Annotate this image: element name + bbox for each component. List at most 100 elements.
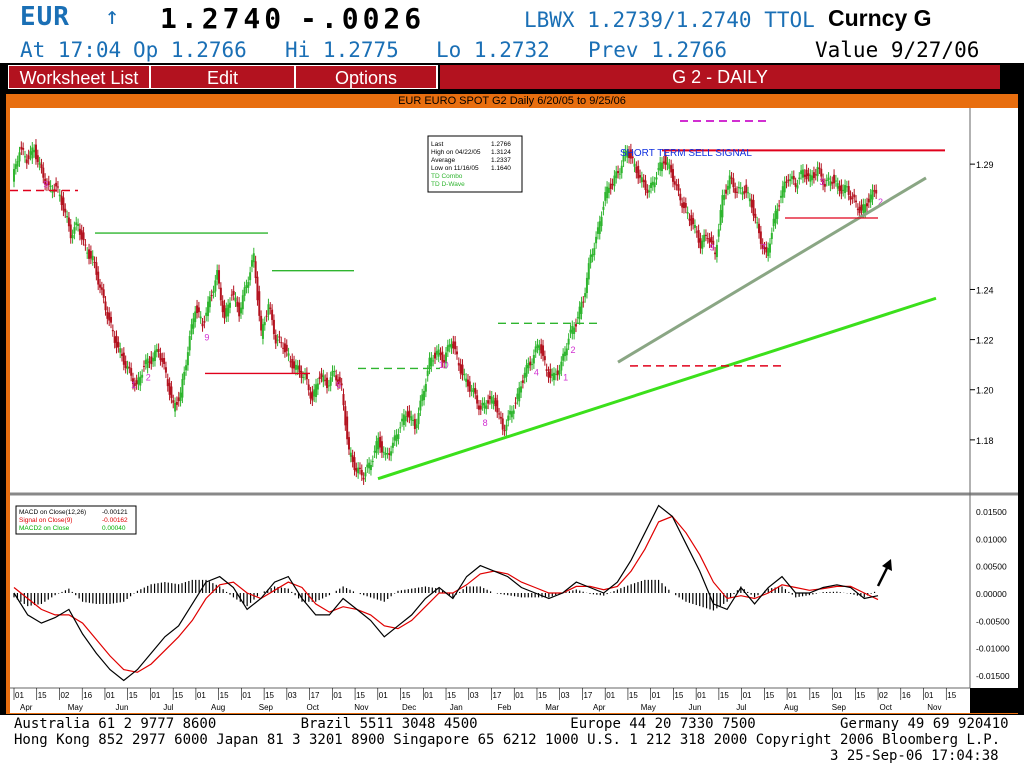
time-axis-month: Apr (20, 703, 33, 712)
candle-body (499, 416, 502, 419)
candle-body (582, 301, 585, 303)
time-axis-day: 15 (220, 691, 229, 700)
chart-plot-area[interactable]: 9 1 2 9 6 10 8 4 1 2 9 7 3 2 1.29 1.24 1.22 1.20 1.18 0.01… (10, 108, 1018, 713)
candle-body (851, 197, 854, 199)
time-axis-month: Jun (116, 703, 129, 712)
candle-body (792, 175, 795, 180)
candle-body (620, 165, 623, 174)
td-count-label: 7 (761, 242, 766, 252)
candle-body (801, 169, 804, 178)
candle-body (648, 190, 651, 193)
candle-body (498, 413, 501, 415)
time-axis-day: 01 (106, 691, 115, 700)
macd-legend-label: Signal on Close(9) (19, 517, 72, 524)
candle-body (208, 296, 211, 308)
candle-body (326, 377, 329, 389)
candle-body (527, 363, 530, 369)
candle-body (342, 394, 345, 406)
candle-body (435, 350, 438, 355)
candle-body (104, 301, 107, 311)
candle-body (397, 434, 400, 439)
td-count-label: 10 (439, 360, 449, 370)
candle-body (265, 315, 268, 317)
candle-body (241, 295, 244, 310)
candle-body (261, 324, 264, 339)
candle-body (93, 261, 96, 263)
candle-body (33, 149, 36, 153)
candle-body (618, 173, 621, 175)
price-axis-label: 1.24 (976, 285, 994, 295)
candle-body (364, 472, 367, 477)
td-count-label: 2 (146, 373, 151, 383)
edit-menu-button[interactable]: Edit (150, 65, 295, 89)
main-support-trendline[interactable] (377, 296, 937, 481)
candle-body (368, 462, 371, 469)
candle-body (692, 218, 695, 224)
candle-body (567, 338, 570, 345)
candle-body (142, 365, 145, 367)
candle-body (77, 224, 80, 226)
candle-body (496, 400, 499, 413)
candle-body (796, 185, 799, 189)
candle-body (606, 186, 609, 199)
candle-body (719, 210, 722, 226)
ticker-symbol[interactable]: EUR (20, 2, 70, 32)
candle-body (311, 391, 314, 401)
candle-body (492, 400, 495, 404)
candle-body (146, 358, 149, 368)
candle-body (417, 412, 420, 425)
candle-body (163, 358, 166, 365)
candle-body (267, 304, 270, 315)
short-support-trendline[interactable] (617, 176, 927, 364)
time-axis-day: 15 (356, 691, 365, 700)
td-count-label: 9 (43, 180, 48, 190)
candle-body (278, 336, 281, 338)
open-price: Op 1.2766 (133, 38, 247, 62)
quote-details (0, 36, 1024, 63)
candle-body (807, 173, 810, 177)
time-axis-day: 17 (583, 691, 592, 700)
candle-body (607, 187, 610, 193)
candle-body (441, 351, 444, 362)
candle-body (553, 372, 555, 381)
candle-body (626, 150, 629, 158)
candle-body (743, 191, 746, 194)
candle-body (812, 172, 815, 179)
options-menu-button[interactable]: Options (295, 65, 438, 89)
candle-body (324, 379, 327, 381)
candle-body (602, 206, 605, 210)
candle-body (51, 190, 54, 193)
time-axis-day: 01 (925, 691, 934, 700)
candle-body (62, 197, 65, 211)
worksheet-list-button[interactable]: Worksheet List (8, 65, 150, 89)
candle-body (172, 400, 175, 403)
candle-body (490, 396, 493, 404)
candle-body (135, 380, 138, 385)
footer-timestamp: 3 25-Sep-06 17:04:38 (830, 748, 999, 764)
candle-body (715, 244, 718, 258)
candle-body (717, 229, 720, 237)
candle-body (756, 222, 759, 224)
high-price: Hi 1.2775 (285, 38, 399, 62)
candle-body (459, 364, 462, 374)
candle-body (831, 182, 834, 184)
candle-body (822, 179, 825, 185)
candle-body (327, 385, 330, 387)
candle-body (531, 363, 534, 365)
time-axis-day: 03 (470, 691, 479, 700)
macd-line[interactable] (13, 504, 879, 682)
candle-body (639, 175, 642, 178)
candle-body (249, 272, 252, 281)
td-count-label: 2 (878, 197, 883, 207)
candle-body (509, 410, 512, 415)
candle-body (450, 343, 453, 349)
candle-body (254, 261, 257, 278)
candle-body (454, 341, 457, 350)
td-count-label: 2 (570, 345, 575, 355)
candle-body (186, 352, 189, 366)
candle-body (477, 405, 480, 410)
candle-body (873, 190, 876, 192)
candle-body (847, 186, 850, 195)
candle-body (234, 297, 237, 302)
